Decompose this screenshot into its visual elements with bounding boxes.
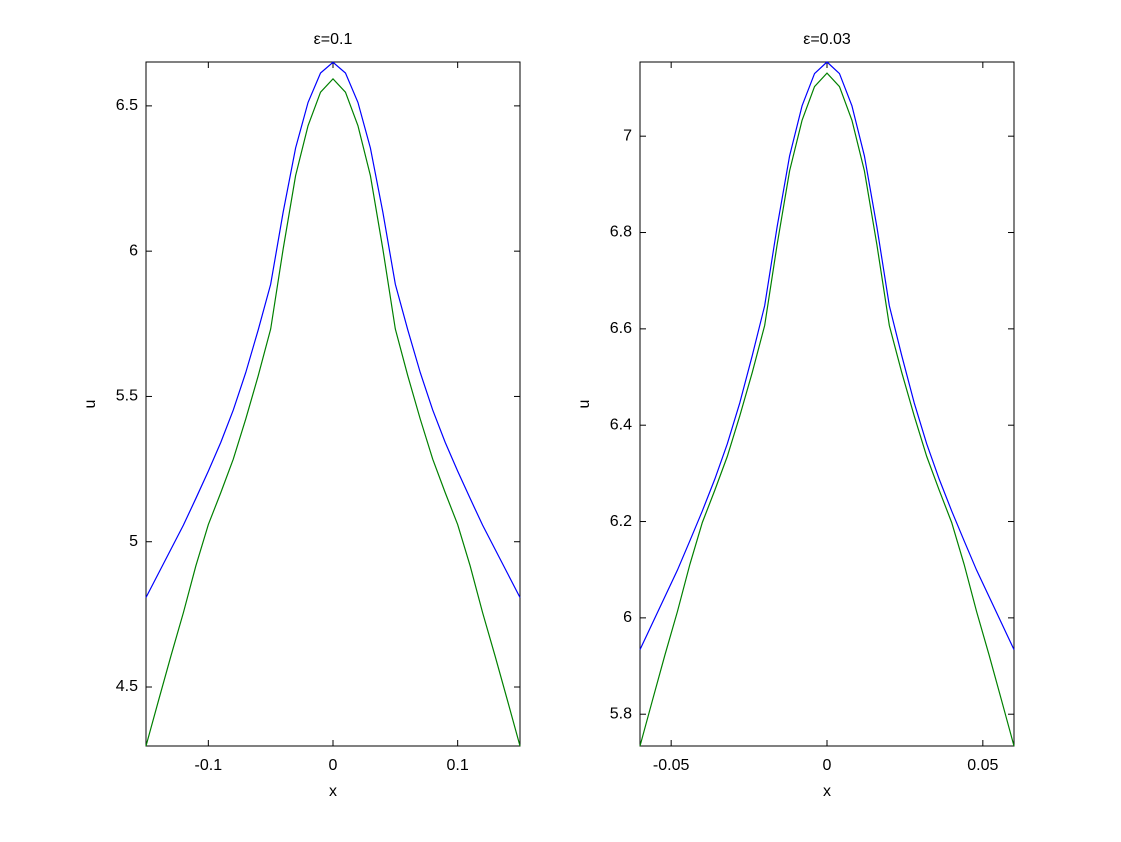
chart-title: ε=0.03 — [803, 31, 851, 48]
y-tick-label: 5.8 — [610, 705, 632, 722]
line-series — [145, 77, 521, 747]
x-tick-label: 0 — [329, 757, 338, 774]
y-tick-label: 6 — [623, 609, 632, 626]
y-axis-label: u — [82, 400, 99, 409]
plot-area — [639, 61, 1015, 747]
y-tick-label: 7 — [623, 127, 632, 144]
line-series — [639, 72, 1015, 747]
x-tick-label: -0.05 — [653, 757, 690, 774]
y-tick-label: 6.5 — [116, 97, 138, 114]
y-tick-label: 5.5 — [116, 388, 138, 405]
y-tick-label: 6.4 — [610, 416, 632, 433]
y-tick-label: 5 — [129, 533, 138, 550]
line-series — [145, 61, 521, 598]
x-axis-label: x — [329, 783, 337, 800]
x-axis-label: x — [823, 783, 831, 800]
y-tick-label: 6.6 — [610, 320, 632, 337]
y-tick-label: 4.5 — [116, 678, 138, 695]
plot-area — [145, 61, 521, 747]
x-tick-label: 0 — [823, 757, 832, 774]
y-tick-label: 6.2 — [610, 513, 632, 530]
x-tick-label: -0.1 — [195, 757, 223, 774]
x-tick-label: 0.05 — [967, 757, 998, 774]
line-series — [639, 61, 1015, 650]
y-tick-label: 6.8 — [610, 224, 632, 241]
y-tick-label: 6 — [129, 242, 138, 259]
y-axis-label: u — [576, 400, 593, 409]
x-tick-label: 0.1 — [447, 757, 469, 774]
chart-title: ε=0.1 — [314, 31, 353, 48]
